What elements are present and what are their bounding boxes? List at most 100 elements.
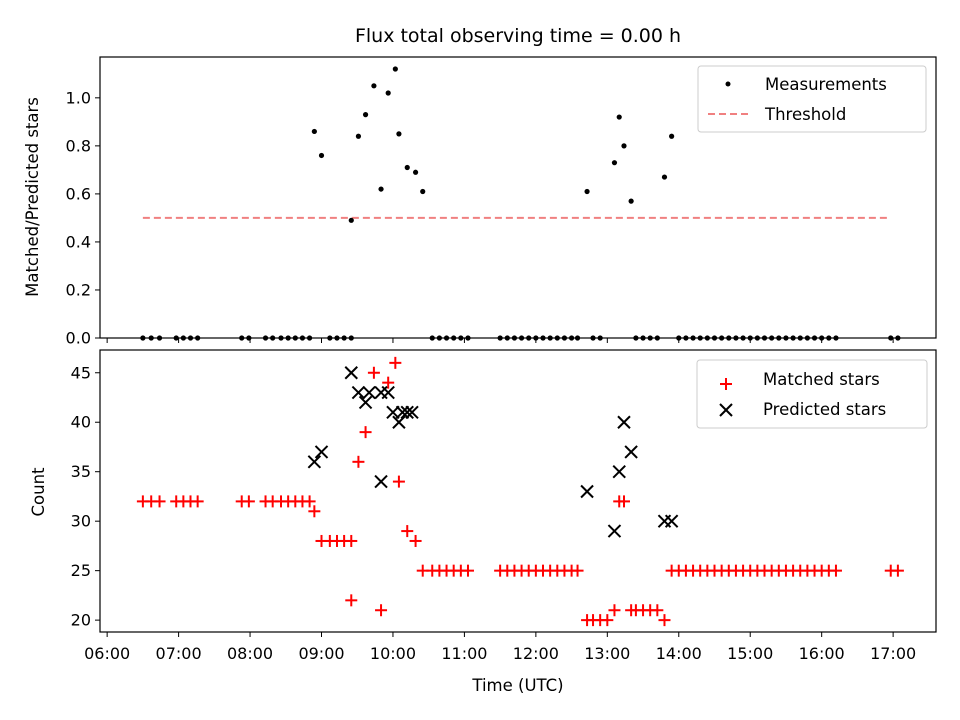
measurement-point bbox=[584, 188, 590, 195]
measurement-point bbox=[568, 335, 575, 341]
matched-star-point bbox=[571, 564, 584, 577]
bottom-ytick-label: 20 bbox=[71, 611, 91, 630]
predicted-star-point bbox=[344, 366, 358, 380]
top-ytick-label: 0.6 bbox=[66, 184, 91, 203]
measurement-point bbox=[628, 198, 634, 204]
measurement-point bbox=[669, 133, 675, 139]
legend-threshold-label: Threshold bbox=[764, 105, 846, 124]
measurement-point bbox=[262, 335, 269, 341]
predicted-star-point bbox=[405, 405, 419, 420]
measurement-point bbox=[740, 335, 746, 341]
measurement-point bbox=[334, 335, 340, 341]
xtick-label: 08:00 bbox=[227, 644, 273, 663]
measurement-point bbox=[804, 335, 810, 341]
top-y-ticks: 0.0 0.2 0.4 0.6 0.8 1.0 bbox=[66, 88, 100, 348]
top-ytick-label: 0.8 bbox=[66, 136, 91, 155]
bottom-panel: 20 25 30 35 40 45 06:00 07:00 08:00 09:00 10:00 11… bbox=[29, 349, 937, 695]
measurement-point bbox=[633, 335, 639, 341]
measurement-point bbox=[797, 335, 803, 341]
predicted-star-point bbox=[400, 405, 414, 420]
measurement-point bbox=[195, 335, 201, 341]
measurement-point bbox=[754, 335, 760, 341]
measurement-point bbox=[173, 335, 179, 341]
measurement-point bbox=[895, 335, 901, 341]
matched-star-point bbox=[242, 495, 255, 508]
measurement-point bbox=[590, 335, 596, 341]
matched-star-point bbox=[308, 505, 321, 518]
measurement-point bbox=[318, 152, 325, 159]
xtick-label: 15:00 bbox=[727, 644, 773, 663]
measurement-point bbox=[640, 335, 646, 341]
measurement-point bbox=[371, 83, 377, 89]
bottom-y-axis-label: Count bbox=[29, 467, 48, 517]
measurement-point bbox=[547, 335, 553, 341]
measurement-point bbox=[511, 335, 518, 341]
bottom-marks bbox=[136, 356, 904, 627]
measurement-point bbox=[285, 335, 291, 341]
matched-star-point bbox=[375, 604, 388, 617]
measurement-point bbox=[518, 335, 525, 341]
x-axis-label: Time (UTC) bbox=[471, 676, 563, 695]
measurement-point bbox=[451, 335, 457, 341]
measurement-point bbox=[661, 174, 668, 180]
xtick-label: 12:00 bbox=[513, 644, 559, 663]
measurement-point bbox=[726, 335, 732, 341]
measurement-point bbox=[140, 335, 146, 341]
measurement-point bbox=[327, 335, 333, 341]
measurement-point bbox=[348, 217, 354, 223]
legend-measurements-label: Measurements bbox=[765, 75, 887, 94]
measurement-point bbox=[833, 335, 839, 341]
bottom-plot-frame bbox=[99, 349, 937, 633]
measurement-point bbox=[654, 335, 660, 341]
measurement-point bbox=[611, 160, 618, 166]
measurement-point bbox=[148, 335, 154, 341]
bottom-x-ticks: 06:00 07:00 08:00 09:00 10:00 11:00 12:00 13:00… bbox=[84, 632, 916, 663]
legend-measurements-marker bbox=[725, 81, 731, 87]
predicted-star-point bbox=[307, 455, 322, 469]
measurement-point bbox=[385, 90, 391, 96]
measurement-point bbox=[412, 169, 419, 175]
matched-star-point bbox=[617, 495, 630, 508]
measurement-point bbox=[299, 335, 306, 341]
measurement-point bbox=[497, 335, 503, 341]
bottom-ytick-label: 30 bbox=[71, 512, 91, 531]
top-ytick-label: 1.0 bbox=[66, 88, 91, 107]
measurement-point bbox=[697, 335, 703, 341]
predicted-star-point bbox=[381, 385, 395, 400]
measurement-point bbox=[711, 335, 718, 341]
measurement-point bbox=[690, 335, 696, 341]
bottom-ytick-label: 35 bbox=[71, 462, 91, 481]
xtick-label: 11:00 bbox=[441, 644, 487, 663]
top-ytick-label: 0.2 bbox=[66, 280, 91, 299]
xtick-label: 07:00 bbox=[156, 644, 202, 663]
matched-star-point bbox=[191, 495, 204, 508]
predicted-star-point bbox=[607, 524, 622, 538]
predicted-star-point bbox=[358, 395, 373, 410]
xtick-label: 13:00 bbox=[584, 644, 630, 663]
measurement-point bbox=[156, 335, 163, 341]
matched-star-point bbox=[891, 564, 904, 577]
bottom-ytick-label: 25 bbox=[71, 561, 91, 580]
measurement-point bbox=[465, 335, 471, 341]
matched-star-point bbox=[658, 614, 671, 627]
matched-star-point bbox=[367, 366, 380, 379]
xtick-label: 06:00 bbox=[84, 644, 130, 663]
bottom-y-ticks: 20 25 30 35 40 45 bbox=[71, 363, 100, 630]
legend-matched-label: Matched stars bbox=[763, 370, 880, 389]
bottom-ytick-label: 40 bbox=[71, 413, 91, 432]
top-x-ticks bbox=[106, 338, 894, 343]
top-marks bbox=[140, 66, 901, 341]
matched-star-point bbox=[382, 376, 395, 389]
measurement-point bbox=[378, 186, 384, 192]
measurement-point bbox=[348, 335, 354, 341]
predicted-star-point bbox=[617, 415, 631, 429]
top-ytick-label: 0.0 bbox=[66, 329, 91, 348]
measurement-point bbox=[341, 335, 347, 341]
measurement-point bbox=[239, 335, 245, 341]
matched-star-point bbox=[829, 564, 842, 577]
predicted-star-point bbox=[314, 445, 329, 459]
measurement-point bbox=[783, 335, 789, 341]
bottom-legend: Matched stars Predicted stars bbox=[696, 359, 928, 429]
measurement-point bbox=[790, 335, 796, 341]
